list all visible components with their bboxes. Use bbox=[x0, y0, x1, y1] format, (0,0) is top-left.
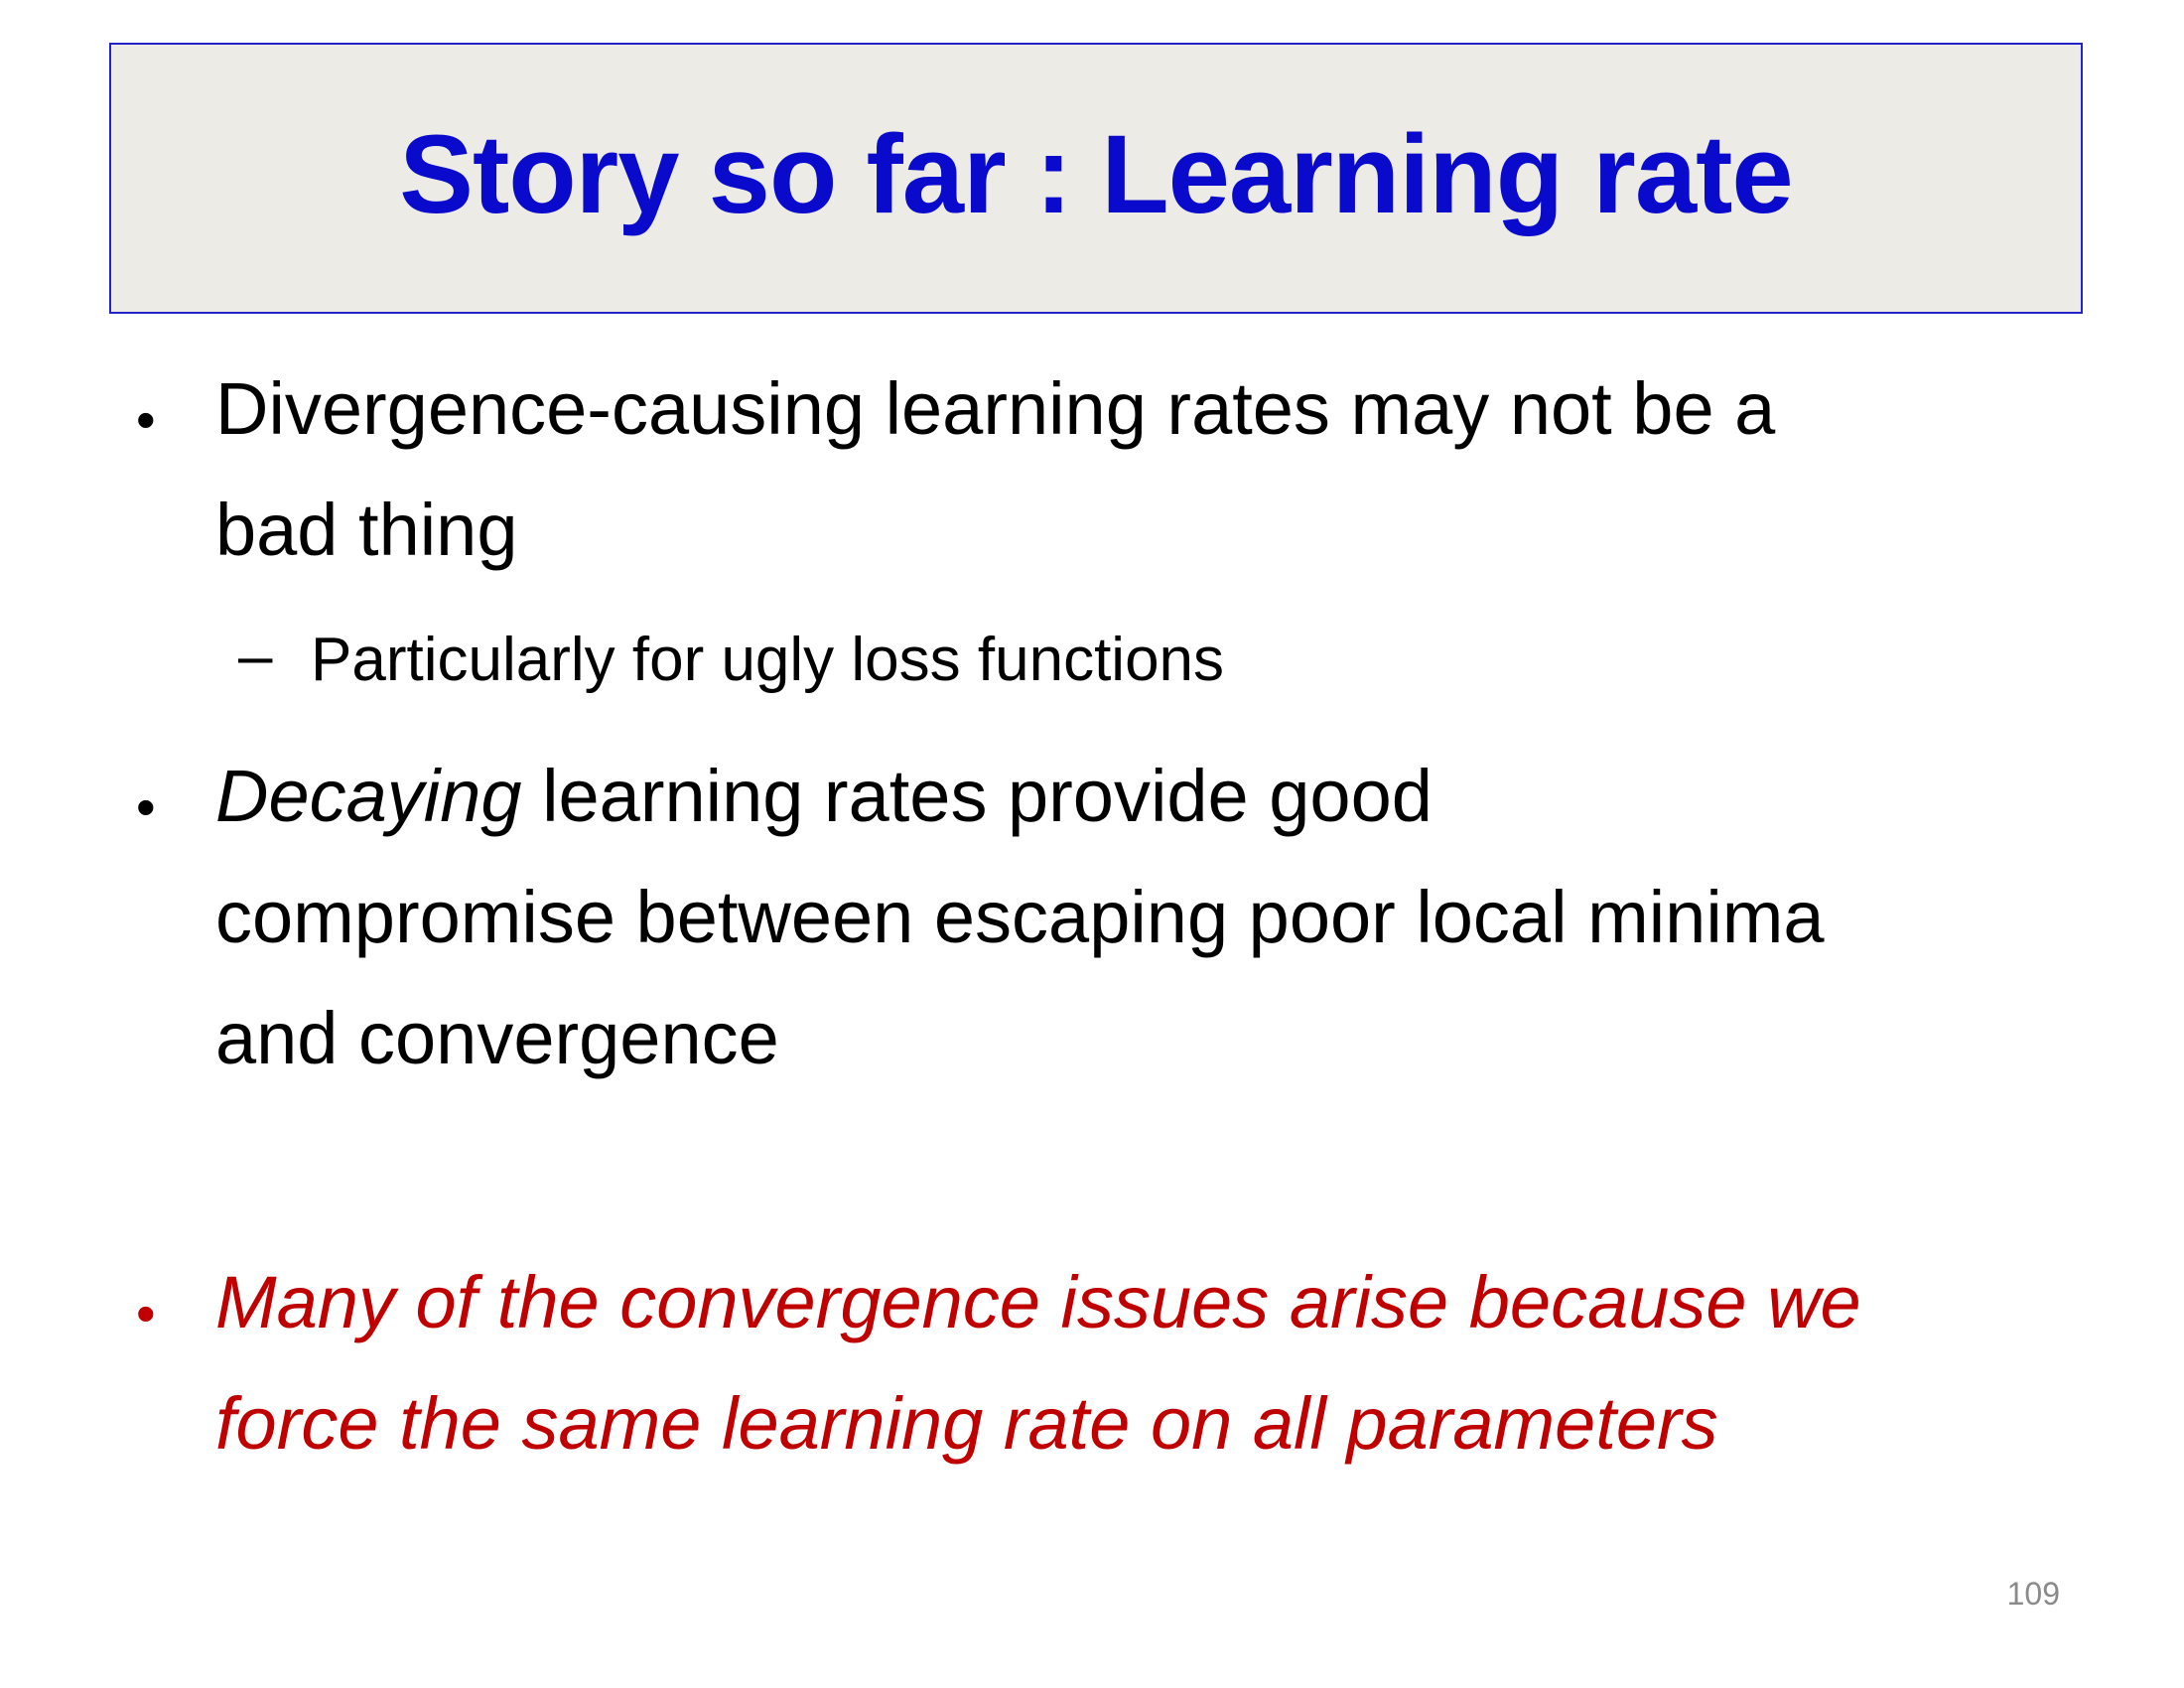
bullet-2-line-1-rest: learning rates provide good bbox=[521, 755, 1433, 837]
bullet-3-line-1: Many of the convergence issues arise bec… bbox=[215, 1261, 1861, 1343]
page-number: 109 bbox=[2006, 1576, 2060, 1612]
title-box: Story so far : Learning rate bbox=[109, 43, 2083, 314]
bullet-2-line-2: compromise between escaping poor local m… bbox=[215, 876, 1825, 958]
bullet-1-marker: • bbox=[136, 388, 156, 451]
bullet-2-line-1: Decaying learning rates provide good bbox=[215, 736, 1433, 857]
bullet-2-emphasis: Decaying bbox=[215, 755, 522, 837]
sub-bullet-marker: – bbox=[238, 622, 273, 690]
bullet-3-marker: • bbox=[136, 1282, 156, 1344]
slide-title: Story so far : Learning rate bbox=[399, 112, 1793, 236]
sub-bullet-text: Particularly for ugly loss functions bbox=[311, 626, 1225, 694]
bullet-2-marker: • bbox=[136, 775, 156, 838]
bullet-3-line-2: force the same learning rate on all para… bbox=[215, 1382, 1718, 1465]
bullet-2-line-3: and convergence bbox=[215, 997, 779, 1079]
bullet-1-line-1: Divergence-causing learning rates may no… bbox=[215, 367, 1776, 450]
bullet-1-line-2: bad thing bbox=[215, 489, 518, 571]
